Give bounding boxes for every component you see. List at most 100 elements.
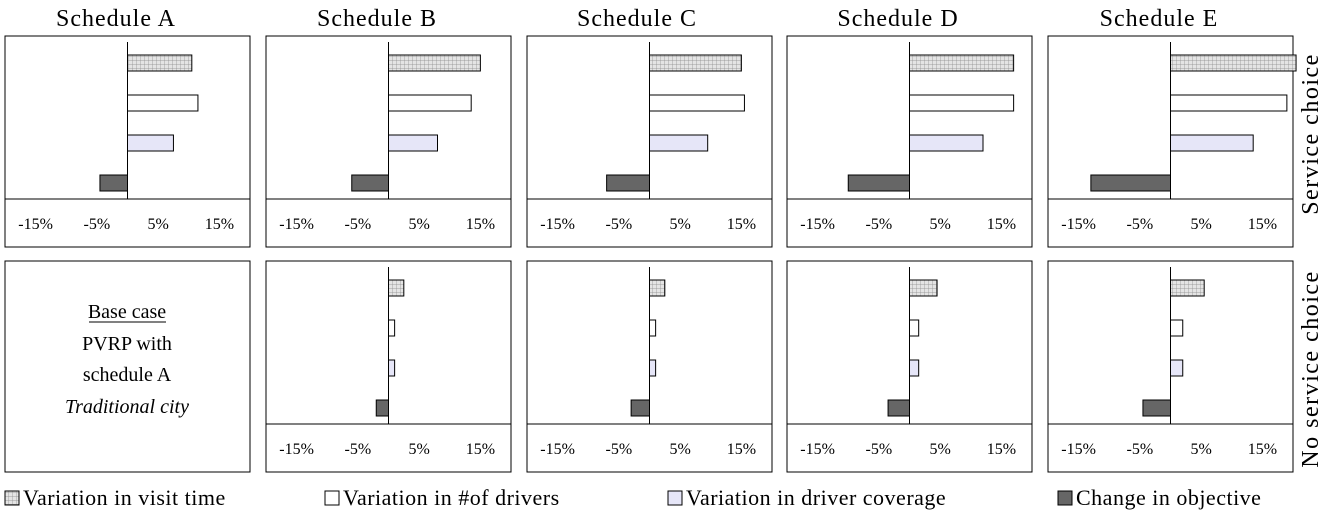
bar-variation-in-driver-coverage [909,134,984,152]
bar-variation-in-driver-coverage [909,359,920,377]
x-tick-label: 5% [669,441,690,458]
x-tick-label: -5% [1127,216,1154,233]
bar-variation-in-visit-time [649,54,742,72]
bar-variation-in-of-drivers [388,94,472,112]
bar-variation-in-visit-time [1170,279,1205,297]
x-tick-label: 15% [466,216,495,233]
column-titles: Schedule A Schedule B Schedule C Schedul… [56,6,1217,32]
legend: Variation in visit time Variation in #of… [4,485,1261,510]
x-tick-label: 15% [205,216,234,233]
bar-variation-in-driver-coverage [127,134,174,152]
x-tick-label: 5% [408,216,429,233]
x-tick-label: 15% [727,216,756,233]
x-tick-label: -5% [1127,441,1154,458]
x-tick-label: 15% [987,216,1016,233]
panel-schedule-e-no-service-choice: -15% -5% 5% 15% [1047,260,1294,473]
bar-variation-in-visit-time [388,279,405,297]
column-title: Schedule D [837,6,958,32]
bar-variation-in-of-drivers [127,94,199,112]
legend-swatch-objective [1057,490,1073,506]
bar-change-in-objective [630,399,650,417]
legend-swatch-coverage [667,490,683,506]
panels: -15% -5% 5% 15% -15% -5% 5% 15% -15% -5% 5% 15% -15%… [4,35,1297,473]
x-tick-label: 15% [1248,441,1277,458]
bar-change-in-objective [351,174,389,192]
bar-variation-in-visit-time [649,279,666,297]
legend-label: Variation in driver coverage [686,485,946,510]
bar-change-in-objective [375,399,389,417]
base-case-title: Base case [88,301,166,323]
x-tick-label: -5% [84,216,111,233]
x-tick-label: -5% [606,441,633,458]
x-tick-label: -15% [279,216,314,233]
x-tick-label: -5% [866,216,893,233]
panel-schedule-a-service-choice: -15% -5% 5% 15% [4,35,251,248]
panel-frame [4,260,251,473]
column-title: Schedule A [56,6,176,32]
bar-change-in-objective [1090,174,1171,192]
legend-swatch-visit-time [4,490,20,506]
x-tick-label: 5% [1190,216,1211,233]
bar-variation-in-driver-coverage [649,359,657,377]
x-tick-label: -15% [1061,216,1096,233]
legend-label: Variation in visit time [23,485,226,510]
x-tick-label: -15% [279,441,314,458]
bar-variation-in-of-drivers [1170,94,1288,112]
bar-variation-in-of-drivers [909,94,1015,112]
x-tick-label: 15% [727,441,756,458]
x-tick-label: 15% [466,441,495,458]
column-title: Schedule B [317,6,437,32]
x-tick-label: 5% [147,216,168,233]
panel-schedule-b-no-service-choice: -15% -5% 5% 15% [265,260,512,473]
x-tick-label: -15% [800,441,835,458]
bar-variation-in-visit-time [909,279,938,297]
x-tick-label: -15% [1061,441,1096,458]
bar-variation-in-of-drivers [388,319,396,337]
bar-change-in-objective [606,174,650,192]
base-case-line-2: schedule A [83,364,172,386]
base-case-text: Base case PVRP with schedule A Tradition… [65,301,189,418]
bar-variation-in-driver-coverage [388,359,396,377]
bar-variation-in-of-drivers [1170,319,1184,337]
column-title: Schedule C [577,6,697,32]
panel-schedule-c-no-service-choice: -15% -5% 5% 15% [526,260,773,473]
x-tick-label: -15% [800,216,835,233]
x-tick-label: 5% [408,441,429,458]
legend-swatch-drivers [324,490,340,506]
panel-schedule-d-service-choice: -15% -5% 5% 15% [786,35,1033,248]
bar-change-in-objective [99,174,128,192]
bar-variation-in-driver-coverage [649,134,709,152]
panel-schedule-a-no-service-choice [4,260,251,473]
x-tick-label: -15% [540,216,575,233]
x-tick-label: 5% [929,441,950,458]
bar-variation-in-visit-time [127,54,193,72]
bar-change-in-objective [1142,399,1171,417]
x-tick-label: 5% [929,216,950,233]
panel-schedule-c-service-choice: -15% -5% 5% 15% [526,35,773,248]
x-tick-label: 5% [669,216,690,233]
base-case-line-3: Traditional city [65,396,189,418]
bar-variation-in-visit-time [909,54,1015,72]
bar-variation-in-driver-coverage [1170,359,1184,377]
bar-variation-in-driver-coverage [388,134,438,152]
bar-change-in-objective [847,174,910,192]
panel-schedule-d-no-service-choice: -15% -5% 5% 15% [786,260,1033,473]
x-tick-label: -15% [18,216,53,233]
row-label-service-choice: Service choice [1298,53,1324,215]
x-tick-label: 15% [987,441,1016,458]
legend-label: Change in objective [1076,485,1261,510]
bar-variation-in-of-drivers [649,319,657,337]
base-case-line-1: PVRP with [82,333,172,355]
x-tick-label: 15% [1248,216,1277,233]
bar-variation-in-visit-time [1170,54,1297,72]
panel-schedule-e-service-choice: -15% -5% 5% 15% [1047,35,1297,248]
x-tick-label: 5% [1190,441,1211,458]
x-tick-label: -5% [345,441,372,458]
x-tick-label: -5% [866,441,893,458]
bar-change-in-objective [887,399,910,417]
bar-variation-in-of-drivers [649,94,745,112]
panel-schedule-b-service-choice: -15% -5% 5% 15% [265,35,512,248]
x-tick-label: -15% [540,441,575,458]
x-tick-label: -5% [606,216,633,233]
